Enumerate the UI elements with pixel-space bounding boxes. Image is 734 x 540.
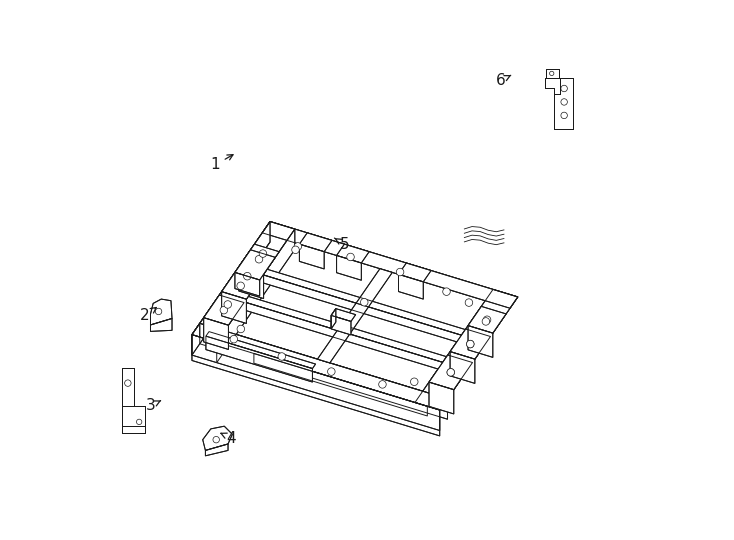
Polygon shape	[239, 244, 279, 274]
Circle shape	[294, 242, 302, 250]
Text: 6: 6	[495, 73, 511, 88]
Circle shape	[561, 85, 567, 92]
Circle shape	[125, 380, 131, 386]
Polygon shape	[468, 306, 506, 333]
Text: 3: 3	[145, 398, 161, 413]
Polygon shape	[468, 326, 493, 357]
Circle shape	[465, 299, 473, 306]
Polygon shape	[415, 289, 517, 410]
Polygon shape	[235, 250, 275, 280]
Polygon shape	[244, 296, 446, 362]
Circle shape	[327, 368, 335, 375]
Polygon shape	[429, 355, 473, 390]
Circle shape	[396, 268, 404, 276]
Text: 5: 5	[335, 237, 349, 252]
Polygon shape	[203, 318, 228, 349]
Polygon shape	[546, 69, 559, 78]
Polygon shape	[337, 255, 361, 280]
Polygon shape	[554, 78, 573, 129]
Circle shape	[561, 99, 567, 105]
Circle shape	[291, 246, 299, 254]
Polygon shape	[545, 78, 560, 94]
Polygon shape	[192, 221, 295, 342]
Polygon shape	[450, 329, 490, 359]
Polygon shape	[429, 382, 454, 414]
Circle shape	[360, 299, 368, 306]
Circle shape	[237, 325, 244, 333]
Polygon shape	[150, 299, 172, 325]
Circle shape	[410, 378, 418, 386]
Polygon shape	[399, 274, 424, 299]
Circle shape	[137, 419, 142, 424]
Polygon shape	[122, 368, 134, 406]
Polygon shape	[206, 444, 228, 456]
Circle shape	[447, 369, 454, 376]
Circle shape	[255, 255, 263, 263]
Circle shape	[443, 288, 450, 295]
Circle shape	[342, 326, 349, 333]
Circle shape	[259, 250, 266, 258]
Circle shape	[561, 112, 567, 119]
Circle shape	[346, 253, 355, 261]
Circle shape	[213, 436, 219, 443]
Polygon shape	[150, 319, 172, 332]
Polygon shape	[203, 295, 244, 325]
Polygon shape	[264, 275, 462, 343]
Polygon shape	[399, 263, 431, 282]
Circle shape	[244, 272, 251, 280]
Polygon shape	[254, 354, 427, 416]
Circle shape	[156, 308, 161, 315]
Polygon shape	[206, 332, 316, 369]
Polygon shape	[262, 221, 517, 308]
Polygon shape	[264, 269, 465, 335]
Polygon shape	[200, 323, 448, 419]
Polygon shape	[122, 406, 145, 426]
Polygon shape	[450, 352, 475, 383]
Circle shape	[550, 71, 554, 76]
Circle shape	[482, 318, 490, 325]
Polygon shape	[337, 244, 369, 263]
Polygon shape	[192, 335, 440, 436]
Polygon shape	[122, 426, 145, 433]
Polygon shape	[244, 302, 443, 370]
Text: 4: 4	[221, 430, 236, 445]
Polygon shape	[192, 323, 448, 410]
Circle shape	[224, 301, 231, 308]
Circle shape	[278, 353, 286, 360]
Polygon shape	[317, 269, 392, 363]
Circle shape	[447, 369, 454, 376]
Polygon shape	[239, 267, 264, 299]
Circle shape	[467, 340, 474, 348]
Polygon shape	[299, 244, 324, 269]
Polygon shape	[203, 426, 233, 450]
Polygon shape	[192, 221, 517, 410]
Text: 2: 2	[140, 307, 156, 323]
Text: 1: 1	[211, 154, 233, 172]
Circle shape	[379, 381, 386, 388]
Polygon shape	[192, 221, 270, 355]
Polygon shape	[206, 336, 313, 382]
Circle shape	[467, 340, 474, 348]
Polygon shape	[331, 309, 336, 329]
Polygon shape	[222, 272, 260, 299]
Polygon shape	[331, 309, 356, 321]
Polygon shape	[217, 229, 295, 363]
Polygon shape	[331, 315, 351, 335]
Polygon shape	[192, 335, 440, 430]
Polygon shape	[222, 292, 247, 323]
Polygon shape	[299, 233, 332, 252]
Circle shape	[237, 282, 244, 289]
Circle shape	[483, 316, 491, 323]
Polygon shape	[235, 272, 260, 296]
Circle shape	[220, 306, 228, 314]
Circle shape	[230, 335, 238, 343]
